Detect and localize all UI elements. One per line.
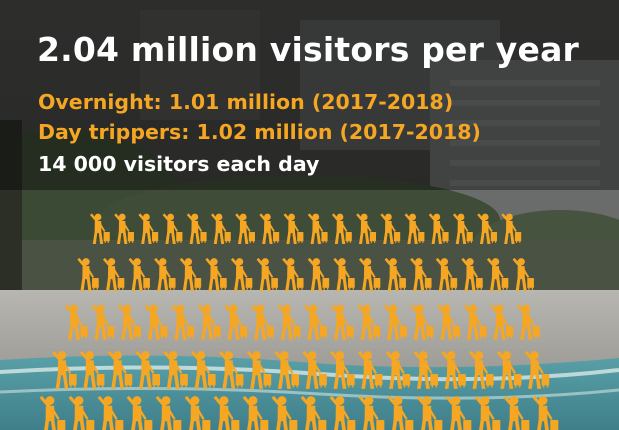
headline: 2.04 million visitors per year — [37, 30, 580, 69]
overnight-stat: Overnight: 1.01 million (2017-2018) — [38, 90, 454, 114]
text-overlay-panel — [0, 0, 619, 190]
day-trippers-stat: Day trippers: 1.02 million (2017-2018) — [38, 120, 481, 144]
daily-visitors-stat: 14 000 visitors each day — [38, 152, 320, 176]
